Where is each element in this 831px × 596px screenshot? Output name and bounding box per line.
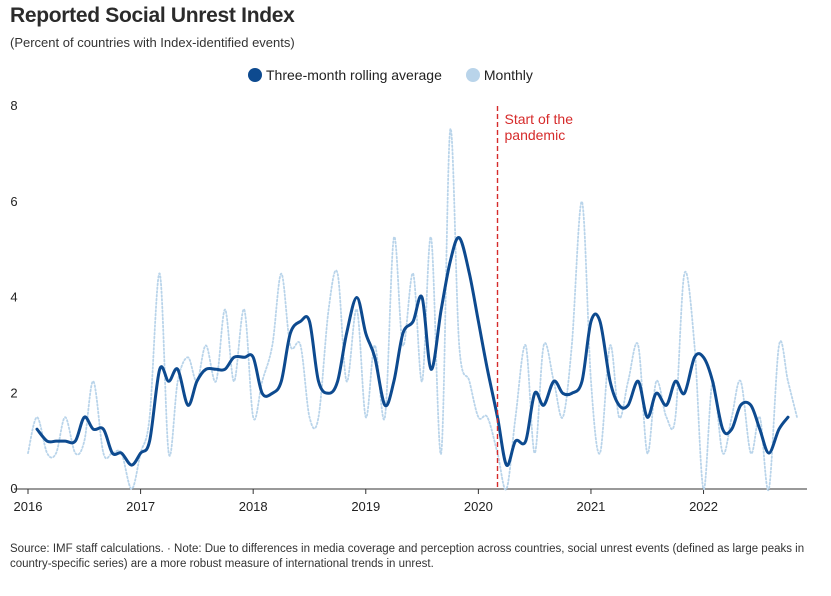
series-line-monthly xyxy=(27,128,798,491)
x-tick-label: 2021 xyxy=(576,499,605,514)
x-tick-label: 2019 xyxy=(351,499,380,514)
x-tick-label: 2022 xyxy=(689,499,718,514)
legend-label-rolling: Three-month rolling average xyxy=(266,67,442,83)
x-tick-label: 2016 xyxy=(14,499,43,514)
x-tick-label: 2018 xyxy=(239,499,268,514)
legend-item-rolling[interactable]: Three-month rolling average xyxy=(248,67,442,83)
y-tick-label: 4 xyxy=(10,290,17,305)
pandemic-annotation-line2: pandemic xyxy=(505,127,566,143)
y-tick-label: 8 xyxy=(10,98,17,113)
legend-swatch-rolling-icon xyxy=(248,68,262,82)
pandemic-annotation-line1: Start of the xyxy=(505,111,574,127)
x-tick-label: 2017 xyxy=(126,499,155,514)
legend-label-monthly: Monthly xyxy=(483,67,533,83)
y-axis: 02468 xyxy=(10,98,17,496)
legend: Three-month rolling average Monthly xyxy=(248,67,533,83)
chart-subtitle: (Percent of countries with Index-identif… xyxy=(10,35,295,50)
series-line-rolling-average xyxy=(35,236,790,467)
y-tick-label: 6 xyxy=(10,194,17,209)
x-axis: 2016 2017 2018 2019 2020 2021 2022 xyxy=(14,488,807,514)
source-note: Source: IMF staff calculations. · Note: … xyxy=(10,543,805,570)
y-tick-label: 2 xyxy=(10,385,17,400)
x-tick-label: 2020 xyxy=(464,499,493,514)
legend-swatch-monthly-icon xyxy=(465,68,480,82)
chart-title: Reported Social Unrest Index xyxy=(10,4,295,27)
legend-item-monthly[interactable]: Monthly xyxy=(465,67,533,83)
